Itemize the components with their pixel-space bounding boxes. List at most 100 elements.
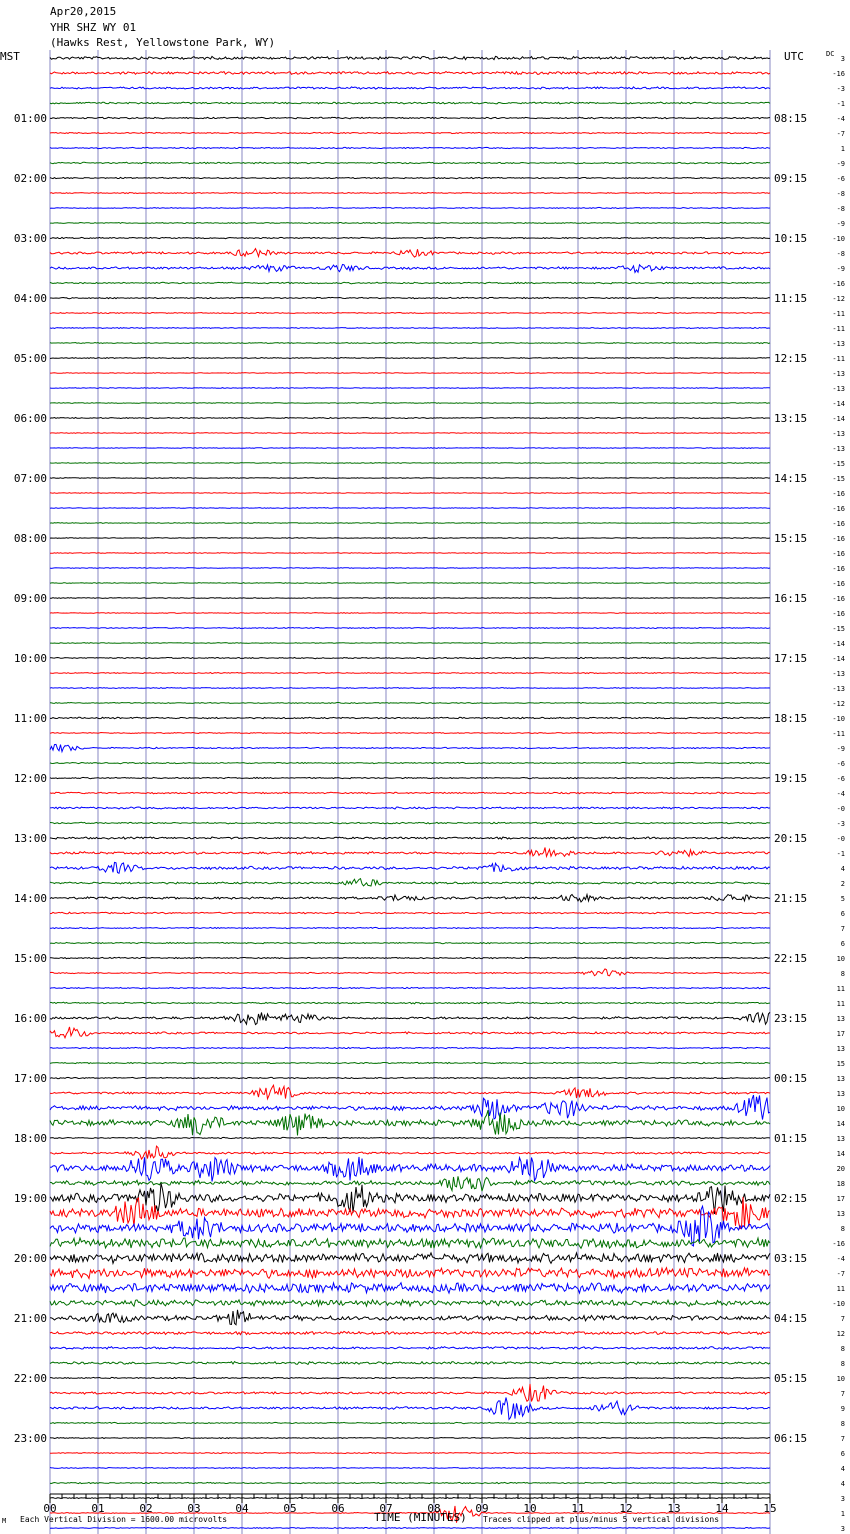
utc-hour-label: 18:15 — [774, 712, 807, 725]
station-id: YHR SHZ WY 01 — [50, 21, 137, 34]
trace-88 — [50, 1376, 771, 1380]
utc-hour-label: 00:15 — [774, 1072, 807, 1085]
trace-63 — [49, 1001, 771, 1005]
trace-19 — [49, 341, 771, 345]
utc-hour-label: 11:15 — [774, 292, 807, 305]
mst-hour-label: 05:00 — [14, 352, 47, 365]
dc-offset-label: -10 — [832, 235, 845, 243]
trace-79 — [49, 1236, 771, 1250]
trace-22 — [49, 387, 771, 389]
mst-hour-label: 23:00 — [14, 1432, 47, 1445]
dc-offset-label: 15 — [837, 1060, 845, 1068]
dc-offset-label: -15 — [832, 460, 845, 468]
trace-35 — [49, 582, 771, 584]
dc-offset-label: 4 — [841, 1480, 845, 1488]
trace-44 — [50, 716, 771, 720]
trace-40 — [49, 656, 771, 660]
dc-offset-label: 12 — [837, 1330, 845, 1338]
utc-hour-label: 10:15 — [774, 232, 807, 245]
trace-50 — [49, 806, 771, 810]
dc-offset-label: -14 — [832, 400, 845, 408]
x-tick-label-13: 13 — [667, 1502, 680, 1515]
x-tick-label-11: 11 — [571, 1502, 584, 1515]
utc-hour-label: 02:15 — [774, 1192, 807, 1205]
mst-hour-label: 01:00 — [14, 112, 47, 125]
trace-49 — [49, 791, 771, 795]
x-tick-label-03: 03 — [187, 1502, 200, 1515]
dc-offset-label: 10 — [837, 1105, 845, 1113]
trace-37 — [49, 612, 771, 614]
dc-offset-label: 7 — [841, 1435, 845, 1443]
x-tick-label-10: 10 — [523, 1502, 536, 1515]
dc-offset-label: 20 — [837, 1165, 845, 1173]
dc-offset-label: -4 — [837, 1255, 845, 1263]
trace-11 — [50, 221, 771, 225]
dc-offset-label: 8 — [841, 1360, 845, 1368]
trace-73 — [50, 1145, 771, 1161]
dc-offset-label: 9 — [841, 1405, 845, 1413]
dc-offset-label: -13 — [832, 430, 845, 438]
dc-offset-label: -4 — [837, 790, 845, 798]
dc-offset-label: 11 — [837, 1285, 845, 1293]
trace-24 — [49, 416, 771, 420]
mst-hour-label: 09:00 — [14, 592, 47, 605]
trace-81 — [49, 1266, 771, 1281]
utc-hour-label: 12:15 — [774, 352, 807, 365]
trace-82 — [49, 1281, 771, 1295]
dc-offset-label: 1 — [841, 145, 845, 153]
dc-offset-label: 10 — [837, 1375, 845, 1383]
dc-offset-label: -13 — [832, 445, 845, 453]
dc-offset-label: -14 — [832, 640, 845, 648]
mst-hour-label: 11:00 — [14, 712, 47, 725]
utc-hour-label: 06:15 — [774, 1432, 807, 1445]
dc-offset-label: 6 — [841, 1450, 845, 1458]
mst-hour-label: 17:00 — [14, 1072, 47, 1085]
trace-56 — [49, 892, 771, 903]
dc-offset-label: 14 — [837, 1120, 845, 1128]
trace-48 — [49, 776, 771, 780]
dc-offset-label: -10 — [832, 1300, 845, 1308]
dc-offset-label: -16 — [832, 595, 845, 603]
dc-offset-label: 7 — [841, 1390, 845, 1398]
dc-offset-label: -10 — [832, 715, 845, 723]
dc-offset-label: -12 — [832, 295, 845, 303]
dc-offset-label: -13 — [832, 685, 845, 693]
dc-offset-label: -1 — [837, 850, 845, 858]
utc-hour-label: 08:15 — [774, 112, 807, 125]
trace-80 — [49, 1251, 771, 1266]
dc-offset-label: 17 — [837, 1030, 845, 1038]
mst-hour-label: 07:00 — [14, 472, 47, 485]
trace-7 — [49, 161, 771, 165]
mst-hour-label: 19:00 — [14, 1192, 47, 1205]
trace-92 — [49, 1436, 770, 1440]
mst-hour-label: 20:00 — [14, 1252, 47, 1265]
mst-hour-label: 08:00 — [14, 532, 47, 545]
trace-21 — [50, 372, 770, 374]
trace-83 — [49, 1298, 771, 1308]
dc-offset-label: -7 — [837, 1270, 845, 1278]
x-tick-label-02: 02 — [139, 1502, 152, 1515]
dc-offset-label: 11 — [837, 1000, 845, 1008]
dc-offset-label: -16 — [832, 610, 845, 618]
trace-0 — [49, 55, 771, 61]
trace-2 — [49, 86, 771, 90]
dc-offset-label: -16 — [832, 580, 845, 588]
trace-41 — [49, 671, 771, 675]
dc-offset-label: 13 — [837, 1090, 845, 1098]
corner-mark: M — [2, 1517, 7, 1525]
utc-hour-label: 01:15 — [774, 1132, 807, 1145]
mst-hour-label: 03:00 — [14, 232, 47, 245]
dc-offset-label: -9 — [837, 745, 845, 753]
clip-note: Traces clipped at plus/minus 5 vertical … — [483, 1515, 720, 1524]
trace-12 — [49, 236, 770, 240]
trace-5 — [49, 131, 771, 135]
trace-3 — [49, 101, 771, 105]
mst-hour-label: 12:00 — [14, 772, 47, 785]
left-timezone: MST — [0, 50, 20, 63]
x-tick-label-01: 01 — [91, 1502, 104, 1515]
dc-offset-label: -13 — [832, 340, 845, 348]
dc-offset-label: 4 — [841, 865, 845, 873]
trace-27 — [49, 462, 771, 464]
utc-hour-label: 04:15 — [774, 1312, 807, 1325]
trace-45 — [49, 731, 771, 735]
